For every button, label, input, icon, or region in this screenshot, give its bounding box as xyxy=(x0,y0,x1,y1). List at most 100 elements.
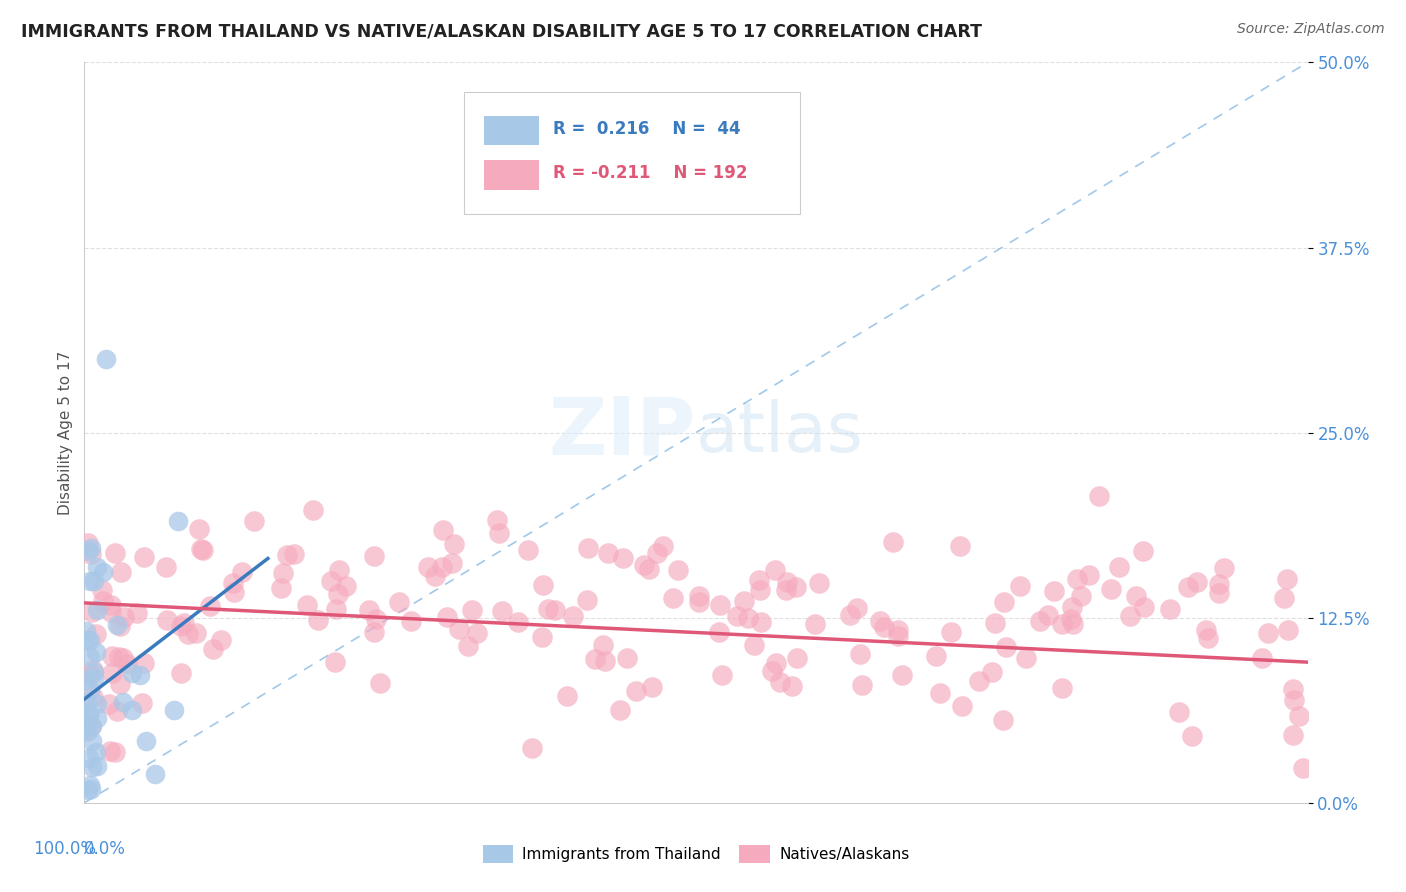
Point xyxy=(941,625,963,640)
Point xyxy=(156,613,179,627)
Point xyxy=(576,541,599,555)
Point xyxy=(80,547,103,561)
Point xyxy=(129,667,152,681)
Point xyxy=(222,576,245,591)
Point xyxy=(170,619,193,633)
Point xyxy=(733,594,755,608)
Point xyxy=(640,680,662,694)
Point xyxy=(423,569,446,583)
Point xyxy=(170,666,193,681)
Point xyxy=(707,624,730,639)
Point xyxy=(737,611,759,625)
Point xyxy=(950,698,973,713)
Point xyxy=(598,546,620,560)
Point xyxy=(780,679,803,693)
Point xyxy=(79,632,101,647)
Point xyxy=(271,566,294,580)
Point xyxy=(612,551,634,566)
Point xyxy=(77,715,100,730)
Point xyxy=(108,677,131,691)
Point xyxy=(364,612,387,626)
Point xyxy=(1181,729,1204,743)
Point xyxy=(749,615,772,630)
Point xyxy=(651,539,673,553)
Text: R = -0.211    N = 192: R = -0.211 N = 192 xyxy=(553,164,748,183)
Point xyxy=(1132,544,1154,558)
Point xyxy=(80,734,103,748)
Point xyxy=(995,640,1018,655)
Point xyxy=(851,678,873,692)
Point xyxy=(328,563,350,577)
Point xyxy=(575,593,598,607)
Point xyxy=(592,638,614,652)
Point xyxy=(661,591,683,605)
Point xyxy=(80,719,103,733)
Point xyxy=(79,778,101,792)
Point xyxy=(121,703,143,717)
Point xyxy=(86,758,108,772)
Point xyxy=(925,648,948,663)
Point xyxy=(1070,590,1092,604)
FancyBboxPatch shape xyxy=(484,161,540,190)
Point xyxy=(1010,579,1032,593)
Point xyxy=(872,620,894,634)
Point xyxy=(688,589,710,603)
Text: ZIP: ZIP xyxy=(548,393,696,472)
Point xyxy=(1050,617,1073,632)
Point xyxy=(786,650,808,665)
Point xyxy=(449,622,471,636)
Point xyxy=(100,605,122,619)
Point xyxy=(82,719,104,733)
Point xyxy=(1118,608,1140,623)
Point xyxy=(949,539,972,553)
Point xyxy=(1282,693,1305,707)
Point xyxy=(645,546,668,560)
Point xyxy=(1208,586,1230,600)
Point xyxy=(609,703,631,717)
Point xyxy=(725,609,748,624)
Point xyxy=(491,604,513,618)
Point xyxy=(83,574,105,588)
Point xyxy=(105,618,128,632)
Point xyxy=(763,563,786,577)
Point xyxy=(1292,761,1315,775)
Text: IMMIGRANTS FROM THAILAND VS NATIVE/ALASKAN DISABILITY AGE 5 TO 17 CORRELATION CH: IMMIGRANTS FROM THAILAND VS NATIVE/ALASK… xyxy=(21,22,981,40)
Point xyxy=(155,559,177,574)
Point xyxy=(328,587,350,601)
Point xyxy=(75,624,97,639)
Point xyxy=(231,565,253,579)
Point xyxy=(531,630,554,644)
Point xyxy=(1099,582,1122,596)
Point xyxy=(80,541,103,555)
Point xyxy=(173,616,195,631)
Point xyxy=(184,626,207,640)
Point xyxy=(77,709,100,723)
Point xyxy=(80,781,103,796)
Point xyxy=(765,656,787,670)
Point xyxy=(75,720,97,734)
Point xyxy=(1066,573,1088,587)
Point xyxy=(1282,728,1305,742)
Point xyxy=(75,705,97,719)
Point xyxy=(1288,708,1310,723)
Point xyxy=(1168,705,1191,719)
Point xyxy=(388,595,411,609)
Point xyxy=(104,546,127,560)
Point xyxy=(222,585,245,599)
Point xyxy=(242,514,264,528)
Point xyxy=(368,675,391,690)
Point xyxy=(887,623,910,637)
Point xyxy=(616,650,638,665)
Point xyxy=(295,598,318,612)
Point xyxy=(1038,607,1060,622)
Point xyxy=(561,608,583,623)
Point xyxy=(86,559,108,574)
Point xyxy=(1042,584,1064,599)
Point xyxy=(804,617,827,632)
Point xyxy=(1282,681,1305,696)
Point xyxy=(1257,626,1279,640)
Point xyxy=(76,783,98,797)
Point xyxy=(711,668,734,682)
Y-axis label: Disability Age 5 to 17: Disability Age 5 to 17 xyxy=(58,351,73,515)
Point xyxy=(100,599,122,613)
